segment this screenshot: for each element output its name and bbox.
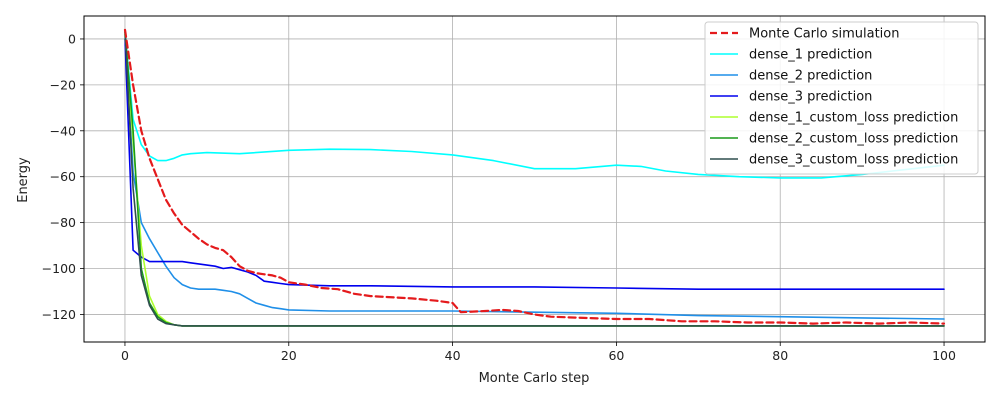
- y-tick-label: −100: [42, 261, 76, 276]
- y-axis-label: Energy: [16, 157, 31, 203]
- series-line-dense-3-custom-loss-prediction: [124, 28, 945, 327]
- series-line-dense-2-prediction: [124, 33, 945, 320]
- x-tick-label: 0: [121, 348, 129, 363]
- y-axis-ticks: 0 −20 −40 −60 −80 −100 −120: [42, 31, 84, 322]
- legend-entry-label: dense_3_custom_loss prediction: [749, 153, 958, 168]
- legend: Monte Carlo simulation dense_1 prediction…: [704, 21, 979, 175]
- x-tick-label: 80: [772, 348, 788, 363]
- x-tick-label: 20: [281, 348, 297, 363]
- legend-entry-label: dense_1_custom_loss prediction: [749, 111, 958, 126]
- x-tick-label: 60: [608, 348, 624, 363]
- y-tick-label: −80: [50, 215, 76, 230]
- legend-box: [704, 21, 979, 175]
- y-tick-label: −40: [50, 123, 76, 138]
- x-axis-ticks: 0 20 40 60 80 100: [121, 342, 956, 363]
- legend-entry-label: dense_1 prediction: [749, 48, 872, 63]
- series-lines: [123, 28, 946, 327]
- y-tick-label: −120: [42, 307, 76, 322]
- legend-entry-label: Monte Carlo simulation: [749, 27, 900, 42]
- series-line-dense-1-prediction: [124, 31, 945, 179]
- series-line-dense-3-prediction: [124, 38, 945, 291]
- y-tick-label: 0: [68, 31, 76, 46]
- x-tick-label: 100: [932, 348, 956, 363]
- y-tick-label: −20: [50, 77, 76, 92]
- x-axis-label: Monte Carlo step: [479, 371, 590, 386]
- x-tick-label: 40: [445, 348, 461, 363]
- legend-entry-label: dense_3 prediction: [749, 90, 872, 105]
- legend-entry-label: dense_2 prediction: [749, 69, 872, 84]
- series-line-monte-carlo-simulation: [123, 28, 946, 325]
- plot-area-frame: [83, 15, 986, 343]
- legend-entry-label: dense_2_custom_loss prediction: [749, 132, 958, 147]
- y-tick-label: −60: [50, 169, 76, 184]
